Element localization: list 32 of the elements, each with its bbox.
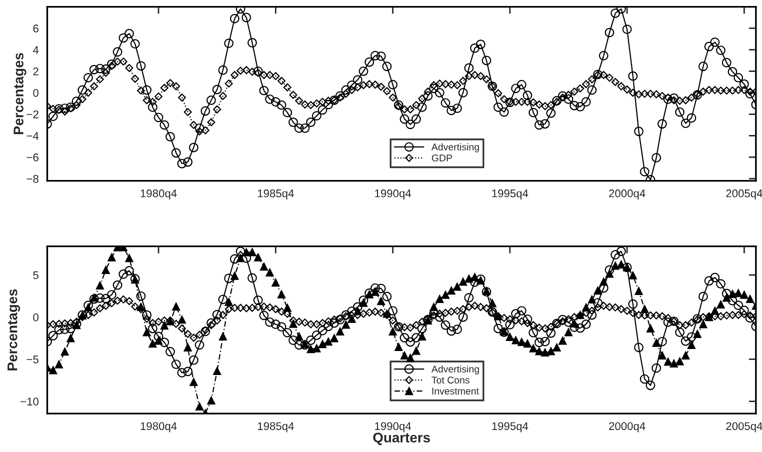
y-tick-label: 0 (33, 88, 38, 97)
x-tick-label: 1995q4 (492, 422, 528, 432)
legend-label: Tot Cons (432, 376, 470, 384)
y-tick-label: −2 (26, 110, 38, 118)
y-axis-title: Percentages (14, 53, 26, 134)
x-tick-label: 2005q4 (726, 189, 762, 200)
y-tick-label: −4 (26, 132, 39, 140)
x-tick-label: 2005q4 (726, 422, 762, 432)
y-tick-label: −8 (26, 174, 38, 183)
x-tick-label: 1980q4 (140, 189, 177, 200)
x-tick-label: 1985q4 (258, 189, 294, 200)
y-tick-label: −10 (20, 398, 38, 406)
y-tick-label: −6 (26, 153, 38, 162)
y-axis-title: Percentages (8, 289, 20, 370)
legend-label: Advertising (431, 143, 479, 152)
x-tick-label: 1985q4 (258, 422, 294, 432)
legend-label: Investment (432, 388, 479, 395)
x-tick-label: 2000q4 (609, 189, 646, 200)
y-tick-label: 0 (33, 313, 38, 322)
x-tick-label: 1980q4 (140, 422, 177, 432)
x-tick-label: 2000q4 (609, 422, 646, 432)
y-tick-label: 6 (33, 24, 38, 32)
x-tick-label: 1990q4 (375, 189, 412, 200)
x-tick-label: 1995q4 (492, 189, 528, 200)
y-tick-label: 5 (33, 271, 38, 280)
x-axis-title: Quarters (373, 432, 430, 446)
y-tick-label: −5 (26, 356, 38, 364)
x-tick-label: 1990q4 (375, 422, 412, 432)
legend-label: Advertising (431, 365, 479, 374)
y-tick-label: 4 (32, 46, 39, 54)
legend-label: GDP (432, 154, 452, 162)
y-tick-label: 2 (33, 68, 38, 76)
